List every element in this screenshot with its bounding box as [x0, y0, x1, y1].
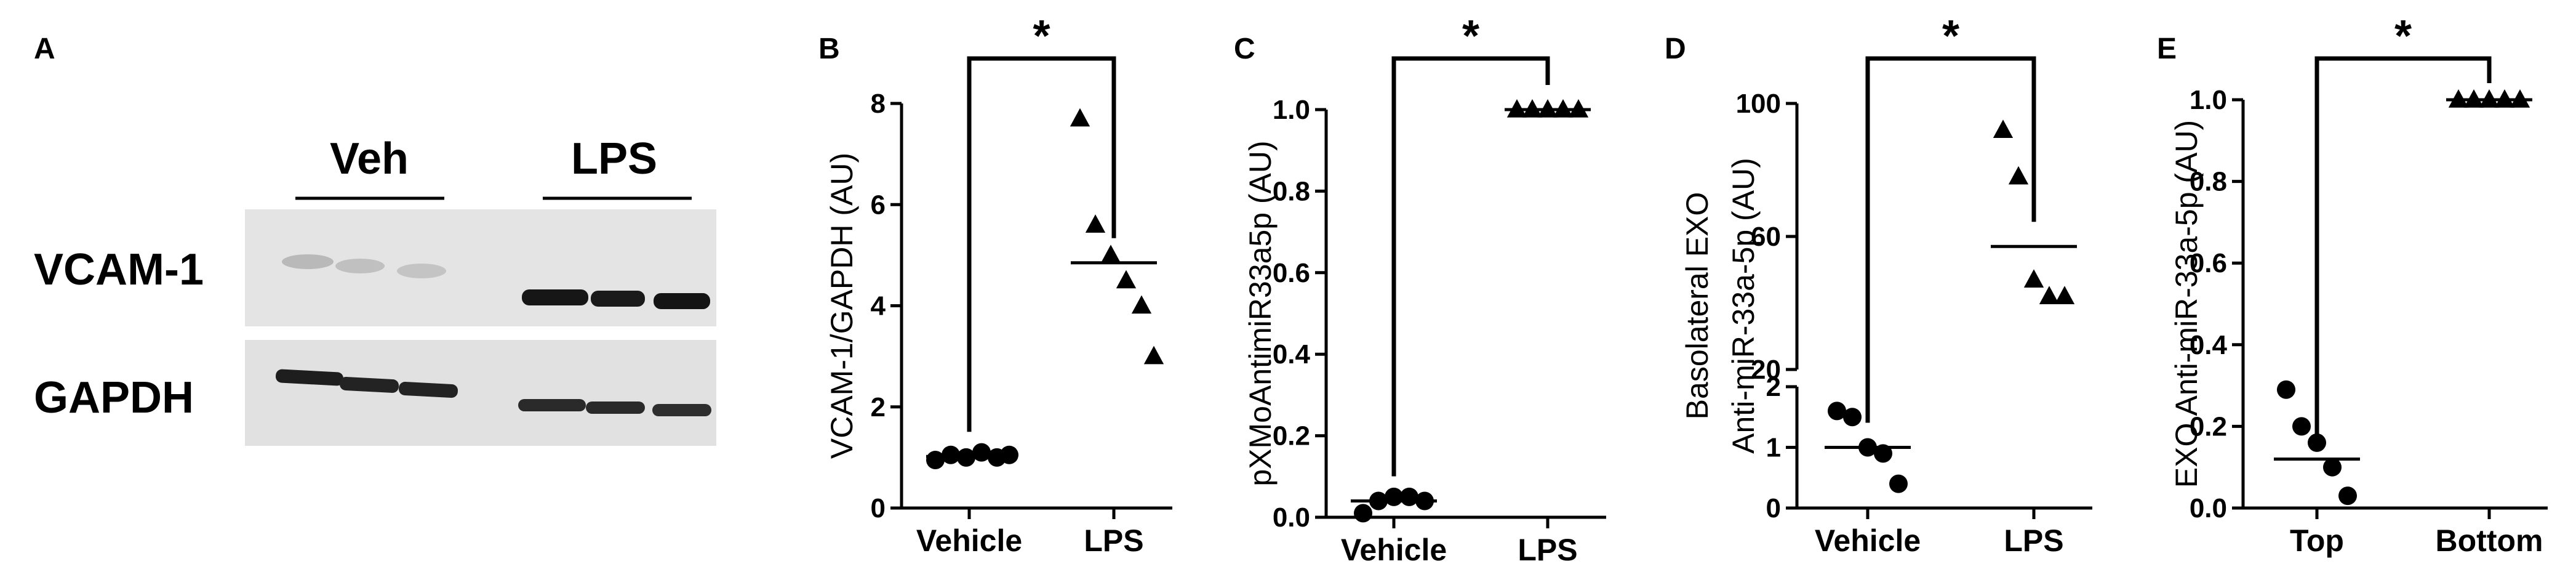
y-tick-label: 100 [1736, 89, 1781, 119]
row-label-vcam1: VCAM-1 [34, 245, 204, 294]
panel-b-label: B [818, 33, 840, 65]
y-tick-label: 1.0 [2190, 85, 2227, 115]
vcam1-band-lps-1 [522, 289, 588, 305]
data-point-triangle [1131, 295, 1152, 314]
data-point-circle [1828, 401, 1846, 421]
x-category-label: Vehicle [1341, 533, 1447, 567]
significance-bracket [2314, 56, 2492, 435]
panel-a: A Veh LPS VCAM-1 GAPDH [34, 33, 716, 446]
y-axis-label: Anti-miR-33a-5p (AU) [1726, 158, 1761, 454]
y-axis-label: pXMoAntimiR33a5p (AU) [1243, 140, 1278, 486]
y-tick-label: 8 [871, 89, 886, 119]
y-tick-label: 0.8 [1273, 176, 1310, 206]
data-point-triangle [1143, 345, 1164, 365]
y-tick-label: 1 [1766, 433, 1781, 463]
y-tick-label: 0 [871, 493, 886, 523]
y-tick-label: 0.4 [2190, 330, 2228, 360]
x-category-label: Vehicle [916, 523, 1022, 558]
lane-label-lps: LPS [571, 134, 657, 184]
data-point-triangle [1085, 214, 1106, 233]
y-axis-label: VCAM-1/GAPDH (AU) [825, 153, 859, 459]
data-point-circle [2308, 433, 2326, 452]
vcam1-band-veh-3 [397, 264, 446, 278]
panel-d-label: D [1665, 33, 1686, 65]
y-tick-label: 2 [1766, 372, 1781, 402]
significance-bracket [967, 56, 1116, 432]
y-tick-label: 1.0 [1273, 95, 1310, 125]
panel-a-label: A [34, 33, 55, 65]
row-label-gapdh: GAPDH [34, 373, 194, 422]
significance-star: * [2394, 12, 2412, 61]
y-axis-label: EXO Anti-miR-33a-5p (AU) [2169, 120, 2204, 488]
data-point-triangle [2008, 166, 2029, 185]
x-category-label: LPS [1084, 523, 1143, 558]
gapdh-band-veh-3 [398, 382, 458, 398]
x-category-label: Top [2290, 523, 2344, 558]
y-tick-label: 4 [871, 291, 886, 321]
data-point-circle [2323, 458, 2342, 477]
significance-star: * [1942, 12, 1959, 61]
x-category-label: LPS [1518, 533, 1577, 567]
x-category-label: LPS [2004, 523, 2063, 558]
data-point-triangle [1070, 108, 1090, 127]
vcam1-band-veh-2 [335, 259, 385, 273]
significance-star: * [1462, 12, 1479, 61]
charts-layer: B 0 2 4 6 8 Vehicle LPS VCAM-1/GAPDH (AU) * C 0.0 0.… [818, 12, 2548, 567]
gapdh-band-lps-1 [518, 399, 586, 411]
y-tick-label: 0.2 [2190, 411, 2227, 442]
data-point-triangle [2054, 286, 2075, 304]
data-point-triangle [1993, 119, 2014, 138]
gapdh-band-veh-1 [276, 369, 343, 386]
data-point-circle [1354, 504, 1372, 523]
vcam1-band-veh-1 [282, 254, 334, 269]
panel-b: B 0 2 4 6 8 Vehicle LPS VCAM-1/GAPDH (AU) * [818, 12, 1172, 558]
gapdh-band-lps-2 [586, 401, 645, 414]
panel-e-label: E [2157, 33, 2177, 65]
data-point-circle [2338, 486, 2357, 506]
y-tick-label: 0.6 [1273, 258, 1310, 288]
y-tick-label: 0.2 [1273, 421, 1310, 451]
significance-bracket [1865, 56, 2036, 423]
x-category-label: Bottom [2436, 523, 2543, 558]
data-point-triangle [2039, 286, 2060, 304]
significance-star: * [1033, 12, 1050, 61]
panel-c-label: C [1234, 33, 1255, 65]
vcam1-band-lps-3 [654, 293, 710, 309]
y-axis-label: Basolateral EXO [1680, 192, 1714, 420]
data-point-circle [1400, 487, 1418, 506]
y-tick-label: 0.0 [2190, 493, 2227, 523]
lane-label-veh: Veh [330, 134, 409, 184]
x-category-label: Vehicle [1815, 523, 1921, 558]
data-point-triangle [2023, 269, 2044, 288]
data-point-circle [1889, 474, 1908, 493]
y-tick-label: 6 [871, 190, 886, 220]
y-tick-label: 0.0 [1273, 502, 1310, 533]
y-tick-label: 0.6 [2190, 248, 2227, 278]
y-tick-label: 2 [871, 392, 886, 422]
panel-d: D 0 1 220 60 100 Vehicle LPS Basolateral EXO Anti… [1665, 12, 2092, 558]
data-point-circle [2277, 380, 2295, 399]
data-point-triangle [1100, 244, 1121, 264]
y-tick-label: 0.4 [1273, 339, 1311, 369]
gapdh-band-lps-3 [652, 404, 711, 416]
y-tick-label: 20 [1751, 355, 1781, 385]
panel-c: C 0.0 0.2 0.4 0.6 0.8 1.0 Vehicle LPS pXMoAntimiR… [1234, 12, 1606, 567]
vcam1-blot [245, 209, 716, 326]
gapdh-blot [245, 340, 716, 446]
y-tick-label: 0 [1766, 493, 1781, 523]
data-point-triangle [1116, 270, 1137, 289]
y-tick-label: 0.8 [2190, 167, 2227, 197]
data-point-circle [2292, 417, 2311, 436]
significance-bracket [1391, 56, 1550, 477]
vcam1-band-lps-2 [591, 291, 645, 307]
data-point-circle [1843, 408, 1862, 427]
gapdh-band-veh-2 [339, 377, 399, 393]
y-tick-label: 60 [1751, 222, 1781, 252]
panel-e: E 0.0 0.2 0.4 0.6 0.8 1.0 Top Bottom EXO Anti-miR… [2157, 12, 2548, 558]
